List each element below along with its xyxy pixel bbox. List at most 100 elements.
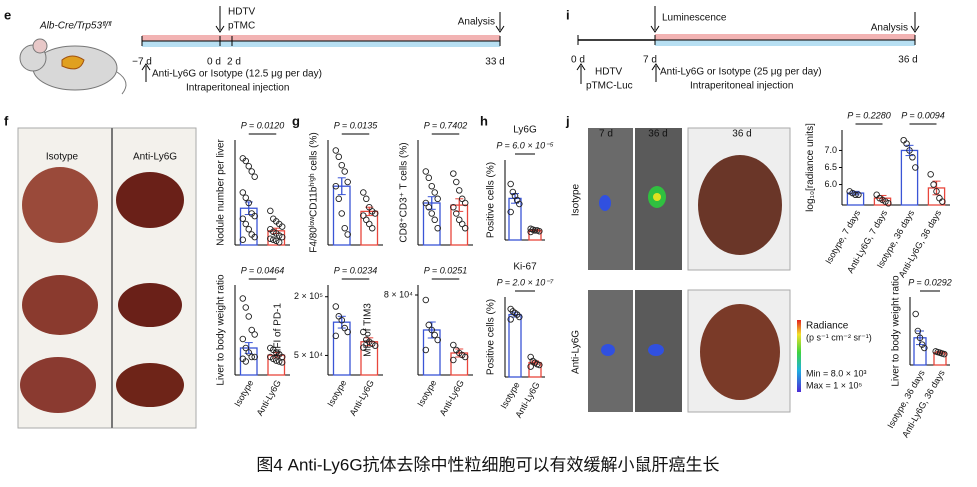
data-point (912, 164, 919, 171)
data-point (270, 236, 277, 243)
treatment-label: Anti-Ly6G or Isotype (12.5 μg per day) (152, 69, 322, 80)
p-value: P = 0.0292 (908, 277, 951, 287)
y-tick-label: 2 × 10⁵ (294, 291, 323, 301)
x-tick-label: Anti-Ly6G (438, 378, 467, 417)
y-tick-label: 6.0 (824, 179, 837, 189)
data-point (245, 162, 252, 170)
data-point (450, 341, 457, 349)
data-point (245, 199, 252, 207)
data-point (428, 210, 436, 217)
data-point (275, 358, 283, 365)
strain-label: Alb-Cre/Trp53ᶠˡ/ᶠˡ (39, 21, 112, 32)
data-point (852, 191, 859, 199)
photo-label: 7 d (599, 129, 613, 140)
data-point (916, 334, 924, 342)
data-point (338, 210, 346, 217)
bar (508, 197, 522, 241)
p-value: P = 0.0464 (241, 265, 284, 275)
event-label: pTMC-Luc (586, 81, 633, 92)
x-tick-label: Anti-Ly6G (348, 378, 377, 417)
x-tick-label: Anti-Ly6G (255, 378, 284, 417)
x-tick-label: Isotype (325, 378, 348, 408)
timeline-band (142, 35, 500, 41)
data-point (251, 212, 258, 220)
data-point (335, 195, 343, 203)
data-point (242, 194, 250, 201)
data-point (434, 336, 441, 344)
day-label: 33 d (485, 57, 504, 68)
data-point (909, 154, 916, 161)
data-point (422, 199, 430, 207)
data-point (941, 350, 948, 358)
panel-letter: e (4, 7, 11, 22)
data-point (456, 216, 463, 224)
data-point (360, 189, 367, 196)
colorbar-title: Radiance (806, 321, 849, 332)
data-point (855, 191, 862, 199)
colorbar-min: Min = 8.0 × 10³ (806, 368, 867, 378)
data-point (927, 171, 934, 178)
data-point (431, 216, 438, 224)
photo-label: Anti-Ly6G (133, 152, 177, 163)
x-tick-label: Isotype (232, 378, 255, 408)
route-label: Intraperitoneal injection (690, 81, 793, 92)
data-point (242, 358, 250, 365)
data-point (527, 228, 534, 236)
data-point (903, 140, 910, 147)
data-point (431, 331, 438, 339)
data-point (458, 220, 466, 228)
data-point (425, 174, 433, 182)
data-point (341, 224, 348, 232)
data-point (921, 344, 928, 352)
event-label: Luminescence (662, 13, 727, 24)
p-value: P = 0.2280 (847, 110, 890, 120)
data-point (422, 346, 430, 354)
data-point (360, 212, 367, 219)
data-point (360, 344, 367, 351)
data-point (531, 227, 539, 234)
data-point (242, 220, 250, 228)
data-point (461, 199, 469, 207)
day-label: 0 d (571, 55, 585, 66)
data-point (248, 168, 255, 175)
p-value: P = 0.0234 (334, 265, 377, 275)
data-point (239, 236, 247, 243)
p-value: P = 0.0251 (424, 265, 467, 275)
data-point (332, 147, 340, 154)
data-point (267, 235, 274, 242)
data-point (918, 341, 926, 348)
y-axis-label: Positive cells (%) (486, 162, 497, 238)
day-label: −7 d (132, 57, 152, 68)
data-point (425, 203, 433, 211)
data-point (242, 304, 250, 311)
data-point (939, 198, 946, 205)
data-point (434, 195, 441, 203)
data-point (239, 215, 247, 222)
event-label: Analysis (458, 17, 495, 28)
day-label: 7 d (643, 55, 657, 66)
data-point (900, 136, 907, 144)
data-point (453, 210, 460, 217)
timeline-band (142, 41, 500, 47)
bar (508, 313, 522, 378)
data-point (338, 316, 346, 324)
data-point (431, 189, 438, 196)
data-point (873, 191, 880, 199)
photo-label: Isotype (46, 152, 79, 163)
panel-letter: f (4, 113, 9, 128)
p-value: P = 2.0 × 10⁻⁷ (497, 277, 554, 287)
data-point (536, 227, 543, 235)
data-point (371, 342, 379, 349)
bar (332, 321, 351, 376)
data-point (251, 331, 258, 338)
y-axis-label: log₁₀[radiance units] (805, 123, 816, 212)
data-point (507, 180, 514, 188)
data-point (242, 344, 250, 352)
data-point (363, 195, 370, 203)
data-point (332, 332, 340, 340)
data-point (273, 357, 280, 364)
data-point (933, 188, 940, 195)
data-point (912, 310, 919, 318)
row-label: Isotype (571, 183, 582, 216)
